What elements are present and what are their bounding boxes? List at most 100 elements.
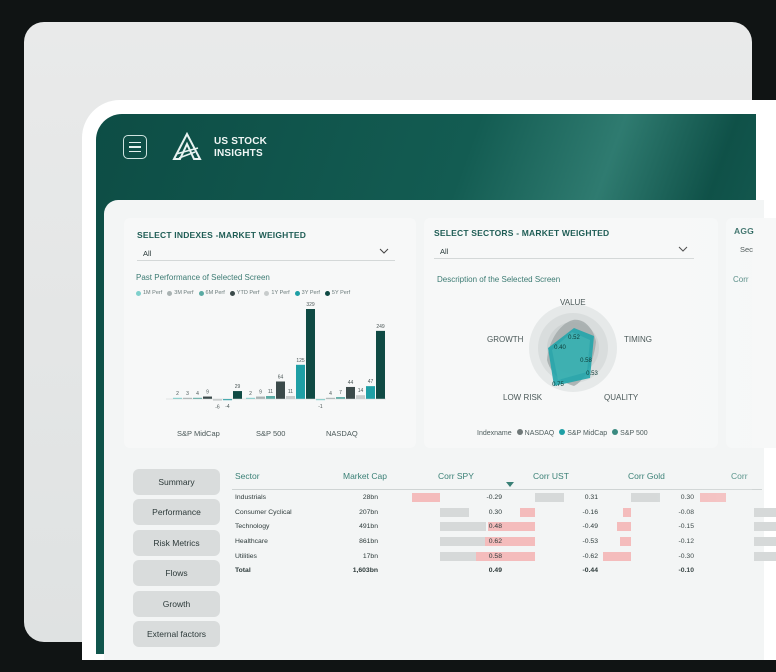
header-sector[interactable]: Sector bbox=[235, 471, 260, 481]
radar-legend-nasdaq[interactable]: NASDAQ bbox=[516, 429, 554, 437]
bar-value-label: 29 bbox=[235, 384, 241, 390]
radar-axis-timing: TIMING bbox=[624, 335, 652, 344]
cell-corr-ust: -0.62 bbox=[582, 553, 599, 560]
bar[interactable] bbox=[316, 399, 325, 401]
table-header-divider bbox=[232, 489, 762, 490]
cell-market-cap: 207bn bbox=[359, 509, 378, 516]
cell-corr-ust: -0.53 bbox=[582, 538, 599, 545]
radar-shape-sp500 bbox=[552, 332, 590, 380]
cell-corr-gold: -0.12 bbox=[679, 538, 695, 545]
brand-line-1: US STOCK bbox=[214, 136, 268, 147]
correlation-bar bbox=[488, 522, 535, 531]
header-corr-gold[interactable]: Corr Gold bbox=[628, 471, 665, 481]
bar[interactable] bbox=[296, 364, 305, 399]
legend-label: 1Y Perf bbox=[271, 290, 290, 296]
cell-corr-spy: 0.49 bbox=[488, 567, 502, 574]
bar[interactable] bbox=[233, 391, 242, 399]
legend-swatch bbox=[264, 290, 270, 296]
radar-legend-title: Indexname bbox=[477, 429, 512, 437]
correlation-bar bbox=[754, 508, 776, 517]
menu-growth[interactable]: Growth bbox=[133, 591, 220, 617]
bar[interactable] bbox=[223, 399, 232, 401]
menu-flows[interactable]: Flows bbox=[133, 560, 220, 586]
brand-title: US STOCK INSIGHTS bbox=[214, 136, 267, 160]
correlation-bar bbox=[619, 537, 631, 546]
header-market-cap[interactable]: Market Cap bbox=[343, 471, 387, 481]
indexes-card bbox=[124, 218, 416, 448]
cell-sector: Healthcare bbox=[235, 538, 268, 545]
legend-label: 3M Perf bbox=[174, 290, 194, 296]
radar-value-low-risk: 0.75 bbox=[552, 382, 564, 388]
bar[interactable] bbox=[213, 399, 222, 401]
cell-sector: Industrials bbox=[235, 494, 266, 501]
bar[interactable] bbox=[356, 395, 365, 399]
sort-desc-icon[interactable] bbox=[506, 482, 514, 487]
cell-market-cap: 17bn bbox=[362, 553, 378, 560]
radar-axis-quality: QUALITY bbox=[604, 393, 639, 402]
correlation-bar bbox=[631, 493, 660, 502]
correlation-bar bbox=[616, 522, 631, 531]
cell-market-cap: 491bn bbox=[359, 523, 378, 530]
sectors-dropdown[interactable]: All bbox=[434, 243, 694, 259]
cell-sector: Utilities bbox=[235, 553, 257, 560]
cell-corr-gold: 0.30 bbox=[681, 494, 694, 501]
cell-corr-gold: -0.10 bbox=[679, 567, 695, 574]
header-corr-ust[interactable]: Corr UST bbox=[533, 471, 569, 481]
correlation-bar bbox=[484, 537, 535, 546]
bar-value-label: 3 bbox=[186, 391, 189, 397]
menu-summary[interactable]: Summary bbox=[133, 469, 220, 495]
bar[interactable] bbox=[266, 395, 275, 399]
menu-external-factors[interactable]: External factors bbox=[133, 621, 220, 647]
bar[interactable] bbox=[286, 395, 295, 399]
menu-risk-metrics[interactable]: Risk Metrics bbox=[133, 530, 220, 556]
cell-corr-gold: -0.30 bbox=[679, 553, 695, 560]
bar[interactable] bbox=[346, 386, 355, 399]
agg-chart-title: Corr bbox=[733, 275, 749, 284]
chevron-down-icon bbox=[678, 246, 688, 252]
correlation-bar bbox=[412, 493, 440, 502]
brand-line-2: INSIGHTS bbox=[214, 148, 263, 159]
radar-value-timing: 0.58 bbox=[580, 358, 592, 364]
radar-axis-growth: GROWTH bbox=[487, 335, 524, 344]
bar[interactable] bbox=[306, 309, 315, 399]
cell-corr-ust: -0.16 bbox=[582, 509, 599, 516]
bar[interactable] bbox=[326, 397, 335, 399]
header-corr-next[interactable]: Corr bbox=[731, 471, 748, 481]
legend-item[interactable]: 1Y Perf bbox=[264, 290, 290, 296]
indexes-dropdown[interactable]: All bbox=[137, 245, 395, 261]
indexes-title: SELECT INDEXES -MARKET WEIGHTED bbox=[137, 230, 307, 240]
bar[interactable] bbox=[376, 330, 385, 399]
legend-item[interactable]: 1M Perf bbox=[136, 290, 162, 296]
menu-icon[interactable] bbox=[123, 135, 147, 159]
bar[interactable] bbox=[183, 397, 192, 399]
radar-axis-low-risk: LOW RISK bbox=[503, 393, 543, 402]
legend-item[interactable]: 3Y Perf bbox=[294, 290, 320, 296]
header-corr-spy[interactable]: Corr SPY bbox=[438, 471, 474, 481]
bar[interactable] bbox=[276, 381, 285, 399]
cell-corr-ust: 0.31 bbox=[584, 494, 598, 501]
legend-item[interactable]: 3M Perf bbox=[167, 290, 194, 296]
bar[interactable] bbox=[173, 397, 182, 399]
correlation-bar bbox=[440, 537, 499, 546]
legend-label: 5Y Perf bbox=[331, 290, 351, 296]
bar[interactable] bbox=[256, 396, 265, 399]
bar[interactable] bbox=[336, 397, 345, 399]
bar-value-label: 11 bbox=[288, 389, 293, 395]
menu-performance[interactable]: Performance bbox=[133, 499, 220, 525]
radar-value-value: 0.52 bbox=[568, 335, 580, 341]
legend-item[interactable]: 6M Perf bbox=[198, 290, 225, 296]
agg-card bbox=[726, 218, 776, 448]
correlation-bar bbox=[519, 508, 535, 517]
bar-value-label: 4 bbox=[329, 391, 332, 397]
radar-legend-sp500[interactable]: S&P 500 bbox=[612, 429, 648, 437]
bar[interactable] bbox=[203, 396, 212, 399]
bar[interactable] bbox=[366, 386, 375, 399]
bar[interactable] bbox=[246, 397, 255, 399]
radar-legend-midcap[interactable]: S&P MidCap bbox=[559, 429, 607, 437]
legend-item[interactable]: YTD Perf bbox=[229, 290, 259, 296]
legend-item[interactable]: 5Y Perf bbox=[324, 290, 351, 296]
legend-swatch bbox=[324, 290, 330, 296]
agg-dropdown-value[interactable]: Sec bbox=[740, 245, 753, 254]
bar[interactable] bbox=[193, 397, 202, 399]
